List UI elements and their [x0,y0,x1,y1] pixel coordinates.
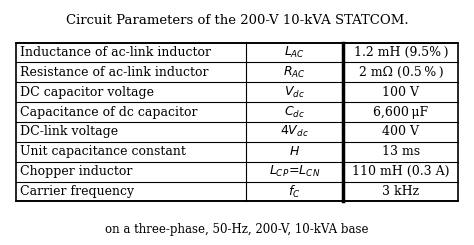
Text: 400 V: 400 V [383,125,419,138]
Text: Inductance of ac-link inductor: Inductance of ac-link inductor [20,46,211,59]
Text: 110 mH (0.3 A): 110 mH (0.3 A) [352,165,450,178]
Text: 100 V: 100 V [383,86,419,99]
Text: Chopper inductor: Chopper inductor [20,165,132,178]
Text: 13 ms: 13 ms [382,145,420,158]
Text: 1.2 mH (9.5% ): 1.2 mH (9.5% ) [354,46,448,59]
Text: DC-link voltage: DC-link voltage [20,125,118,138]
Text: $L_{CP}\!=\!L_{CN}$: $L_{CP}\!=\!L_{CN}$ [269,164,320,179]
Bar [16,43,458,201]
Text: $V_{dc}$: $V_{dc}$ [284,85,305,100]
Text: Resistance of ac-link inductor: Resistance of ac-link inductor [20,66,209,79]
Text: $H$: $H$ [289,145,300,158]
Text: Capacitance of dc capacitor: Capacitance of dc capacitor [20,106,198,119]
Text: Circuit Parameters of the 200-V 10-kVA STATCOM.: Circuit Parameters of the 200-V 10-kVA S… [66,13,408,26]
Text: 3 kHz: 3 kHz [383,185,419,198]
Text: DC capacitor voltage: DC capacitor voltage [20,86,154,99]
Text: Carrier frequency: Carrier frequency [20,185,134,198]
Text: 6,600 μF: 6,600 μF [374,106,428,119]
Text: $C_{dc}$: $C_{dc}$ [284,105,305,120]
Text: 2 mΩ (0.5 % ): 2 mΩ (0.5 % ) [358,66,443,79]
Text: $4V_{dc}$: $4V_{dc}$ [280,124,309,139]
Text: $L_{AC}$: $L_{AC}$ [284,45,305,60]
Text: $R_{AC}$: $R_{AC}$ [283,65,306,80]
Text: on a three-phase, 50-Hz, 200-V, 10-kVA base: on a three-phase, 50-Hz, 200-V, 10-kVA b… [105,223,369,236]
Text: Unit capacitance constant: Unit capacitance constant [20,145,186,158]
Text: $f_C$: $f_C$ [288,184,301,200]
